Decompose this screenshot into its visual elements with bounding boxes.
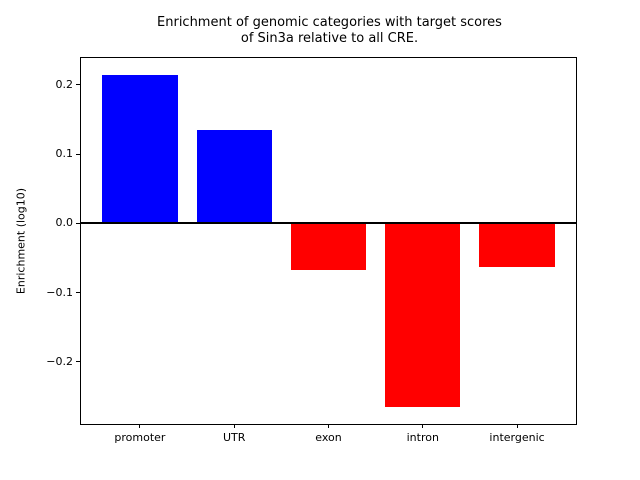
zero-line: [81, 222, 576, 225]
y-tick-mark: [76, 84, 80, 86]
x-tick-mark: [328, 424, 329, 428]
x-tick-mark: [516, 424, 518, 428]
x-tick-label: intron: [406, 431, 439, 444]
x-tick-label: UTR: [222, 431, 246, 444]
x-tick-label: promoter: [114, 431, 166, 444]
x-tick-mark: [422, 424, 424, 428]
bar: [290, 223, 367, 270]
bar: [385, 223, 461, 408]
plot-area: 0.2 0.1 0.0 −0.1 −0.2 promoter UTR exon intron in…: [46, 57, 577, 444]
x-tick-label: exon: [315, 431, 342, 444]
y-tick-label: −0.1: [46, 285, 73, 299]
y-tick-mark: [76, 222, 80, 224]
y-tick-label: 0.2: [55, 77, 74, 91]
y-tick-mark: [76, 292, 80, 294]
chart-title: Enrichment of genomic categories with ta…: [157, 15, 502, 46]
y-tick-mark: [76, 361, 80, 363]
y-tick-label: 0.1: [55, 147, 74, 161]
bar: [479, 223, 555, 267]
y-tick-label: 0.0: [55, 216, 74, 230]
bar: [102, 74, 178, 224]
x-tick-mark: [233, 424, 235, 428]
bar: [196, 129, 272, 224]
y-tick-label: −0.2: [46, 354, 73, 368]
y-tick-mark: [76, 153, 80, 155]
x-tick-label: intergenic: [489, 431, 545, 444]
y-axis-label: Enrichment (log10): [14, 187, 28, 295]
x-tick-mark: [139, 424, 141, 428]
